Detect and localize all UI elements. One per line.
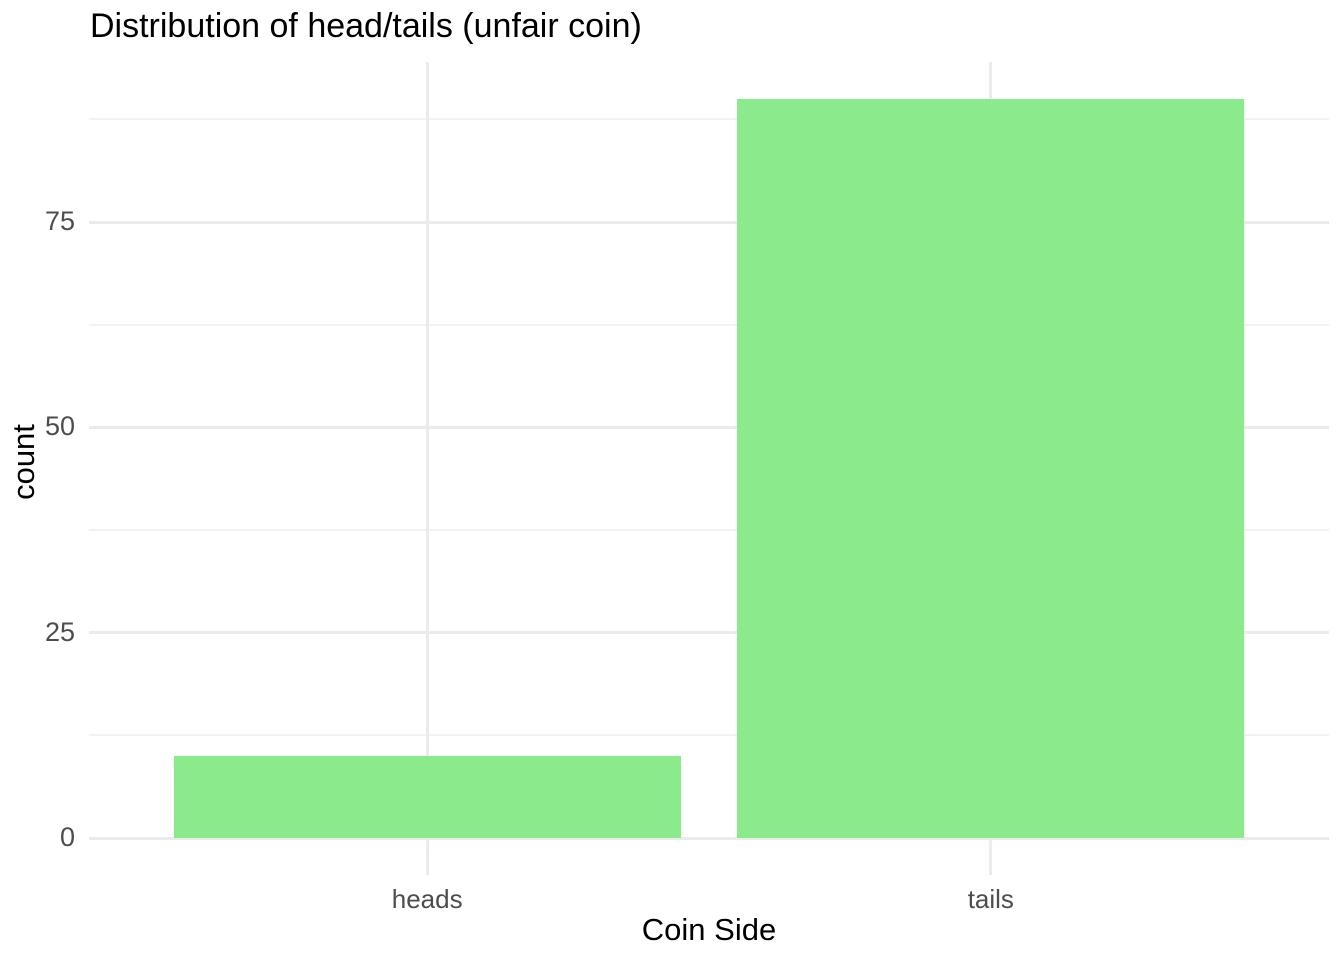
gridline-major-x [425, 62, 429, 875]
y-tick-label: 50 [44, 411, 75, 442]
y-tick-label: 25 [44, 616, 75, 647]
x-tick-label: tails [967, 884, 1014, 914]
gridline-minor-y [89, 323, 1329, 326]
plot-panel [89, 62, 1329, 875]
x-axis-title: Coin Side [641, 912, 777, 947]
gridline-minor-y [89, 118, 1329, 121]
gridline-minor-y [89, 529, 1329, 532]
x-tick-label: heads [391, 884, 463, 914]
bar-tails [737, 98, 1245, 839]
y-axis-title: count [6, 424, 41, 500]
gridline-major-y [89, 220, 1329, 224]
chart-title: Distribution of head/tails (unfair coin) [90, 7, 642, 45]
gridline-major-y [89, 836, 1329, 840]
y-tick-label: 0 [59, 821, 75, 852]
gridline-major-y [89, 425, 1329, 429]
y-tick-label: 75 [44, 206, 75, 237]
bar-heads [173, 755, 681, 839]
gridline-minor-y [89, 734, 1329, 737]
gridline-major-y [89, 631, 1329, 635]
